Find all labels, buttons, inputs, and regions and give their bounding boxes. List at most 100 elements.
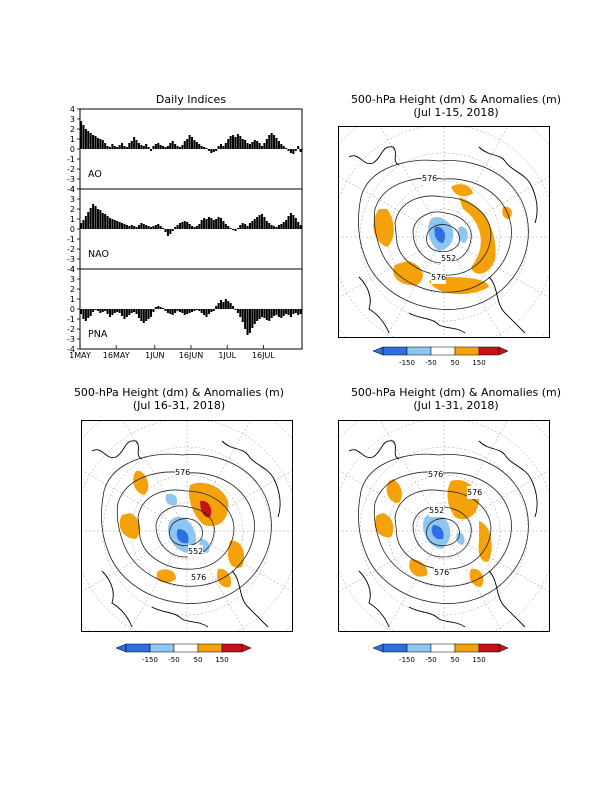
bar-ao	[174, 144, 177, 149]
map3-label-576-top: 576	[428, 468, 444, 481]
bar-nao	[217, 217, 220, 229]
bar-nao	[256, 217, 259, 229]
bar-pna	[162, 308, 165, 309]
colorbar-label: -150	[399, 359, 415, 367]
bar-nao	[207, 217, 210, 229]
bar-nao	[99, 210, 102, 229]
bar-nao	[174, 227, 177, 229]
bar-pna	[210, 309, 213, 312]
indices-title: Daily Indices	[80, 93, 302, 106]
bar-pna	[186, 309, 189, 314]
bar-pna	[248, 309, 251, 333]
coastlines	[91, 440, 281, 628]
bar-nao	[157, 224, 160, 229]
bar-ao	[224, 143, 227, 149]
map3-svg	[339, 421, 549, 631]
y-tick-label: 2	[70, 285, 75, 294]
colorbar-segment	[406, 346, 432, 356]
map2-label-552: 552	[188, 545, 204, 558]
colorbar-segment	[454, 643, 480, 653]
map3-graticule	[339, 421, 549, 631]
map3-title-line1: 500-hPa Height (dm) & Anomalies (m)	[350, 386, 562, 399]
bar-pna	[263, 309, 266, 318]
bar-ao	[171, 141, 174, 149]
bar-ao	[299, 149, 302, 152]
map3-label-552: 552	[429, 504, 445, 517]
bar-ao	[149, 149, 153, 151]
bar-ao	[94, 136, 97, 149]
colorbar-label: -50	[425, 656, 436, 664]
bar-ao	[219, 144, 223, 149]
bar-nao	[253, 219, 256, 229]
bar-nao	[244, 224, 247, 229]
bar-nao	[287, 216, 290, 229]
bar-nao	[181, 222, 184, 229]
map2-label-576-bottom: 576	[191, 571, 207, 584]
colorbar-arrow-right	[498, 346, 508, 356]
bar-ao	[178, 147, 181, 149]
bar-nao	[273, 226, 276, 229]
y-tick-label: -1	[67, 315, 75, 324]
bar-pna	[113, 309, 116, 313]
y-tick-label: -2	[67, 325, 75, 334]
bar-ao	[162, 146, 165, 149]
bar-pna	[92, 309, 95, 312]
bar-ao	[241, 139, 244, 149]
bar-nao	[299, 225, 302, 229]
map1-label-576-top: 576	[422, 172, 438, 185]
bar-pna	[256, 309, 259, 321]
bar-nao	[219, 218, 223, 229]
y-tick-label: -2	[67, 245, 75, 254]
bar-ao	[142, 146, 145, 149]
coastlines	[348, 440, 538, 628]
colorbar-segment	[125, 643, 151, 653]
bar-ao	[294, 149, 297, 151]
bar-pna	[140, 309, 143, 321]
bar-ao	[207, 149, 210, 151]
coastlines	[348, 146, 538, 334]
bar-nao	[191, 226, 194, 229]
bar-pna	[99, 309, 102, 313]
bar-ao	[248, 144, 251, 149]
bar-nao	[149, 227, 153, 229]
bar-ao	[251, 142, 254, 149]
bar-nao	[183, 221, 186, 229]
x-tick-label: 1MAY	[69, 351, 91, 360]
bar-ao	[116, 147, 119, 149]
bar-pna	[275, 309, 278, 315]
bar-nao	[270, 225, 273, 229]
bar-ao	[222, 146, 225, 149]
x-tick-label: 16JUL	[252, 351, 275, 360]
bar-pna	[147, 309, 150, 319]
bar-nao	[135, 227, 138, 229]
bar-nao	[260, 214, 264, 229]
bar-pna	[106, 309, 109, 314]
bar-ao	[157, 143, 160, 149]
map3-panel	[338, 420, 550, 632]
bar-ao	[108, 147, 112, 149]
bar-ao	[176, 146, 179, 149]
bar-ao	[111, 144, 114, 149]
bar-nao	[248, 223, 251, 229]
bar-ao	[217, 146, 220, 149]
bar-pna	[166, 309, 169, 313]
bar-pna	[285, 309, 288, 314]
bar-nao	[229, 228, 232, 229]
bar-pna	[287, 309, 290, 315]
map3-title-line2: (Jul 1-31, 2018)	[413, 399, 499, 412]
bar-nao	[162, 228, 165, 229]
bar-pna	[195, 309, 198, 310]
bar-nao	[140, 223, 143, 229]
bar-pna	[101, 309, 104, 312]
bar-nao	[234, 229, 237, 231]
colorbar-arrow-left	[373, 643, 384, 653]
bar-nao	[133, 226, 136, 229]
bar-pna	[181, 309, 184, 313]
bar-ao	[234, 137, 237, 149]
colorbar-label: -50	[425, 359, 436, 367]
bar-nao	[275, 227, 278, 229]
bar-ao	[191, 137, 194, 149]
bar-ao	[147, 147, 150, 149]
bar-ao	[159, 145, 162, 149]
map3-title: 500-hPa Height (dm) & Anomalies (m) (Jul…	[300, 386, 612, 412]
